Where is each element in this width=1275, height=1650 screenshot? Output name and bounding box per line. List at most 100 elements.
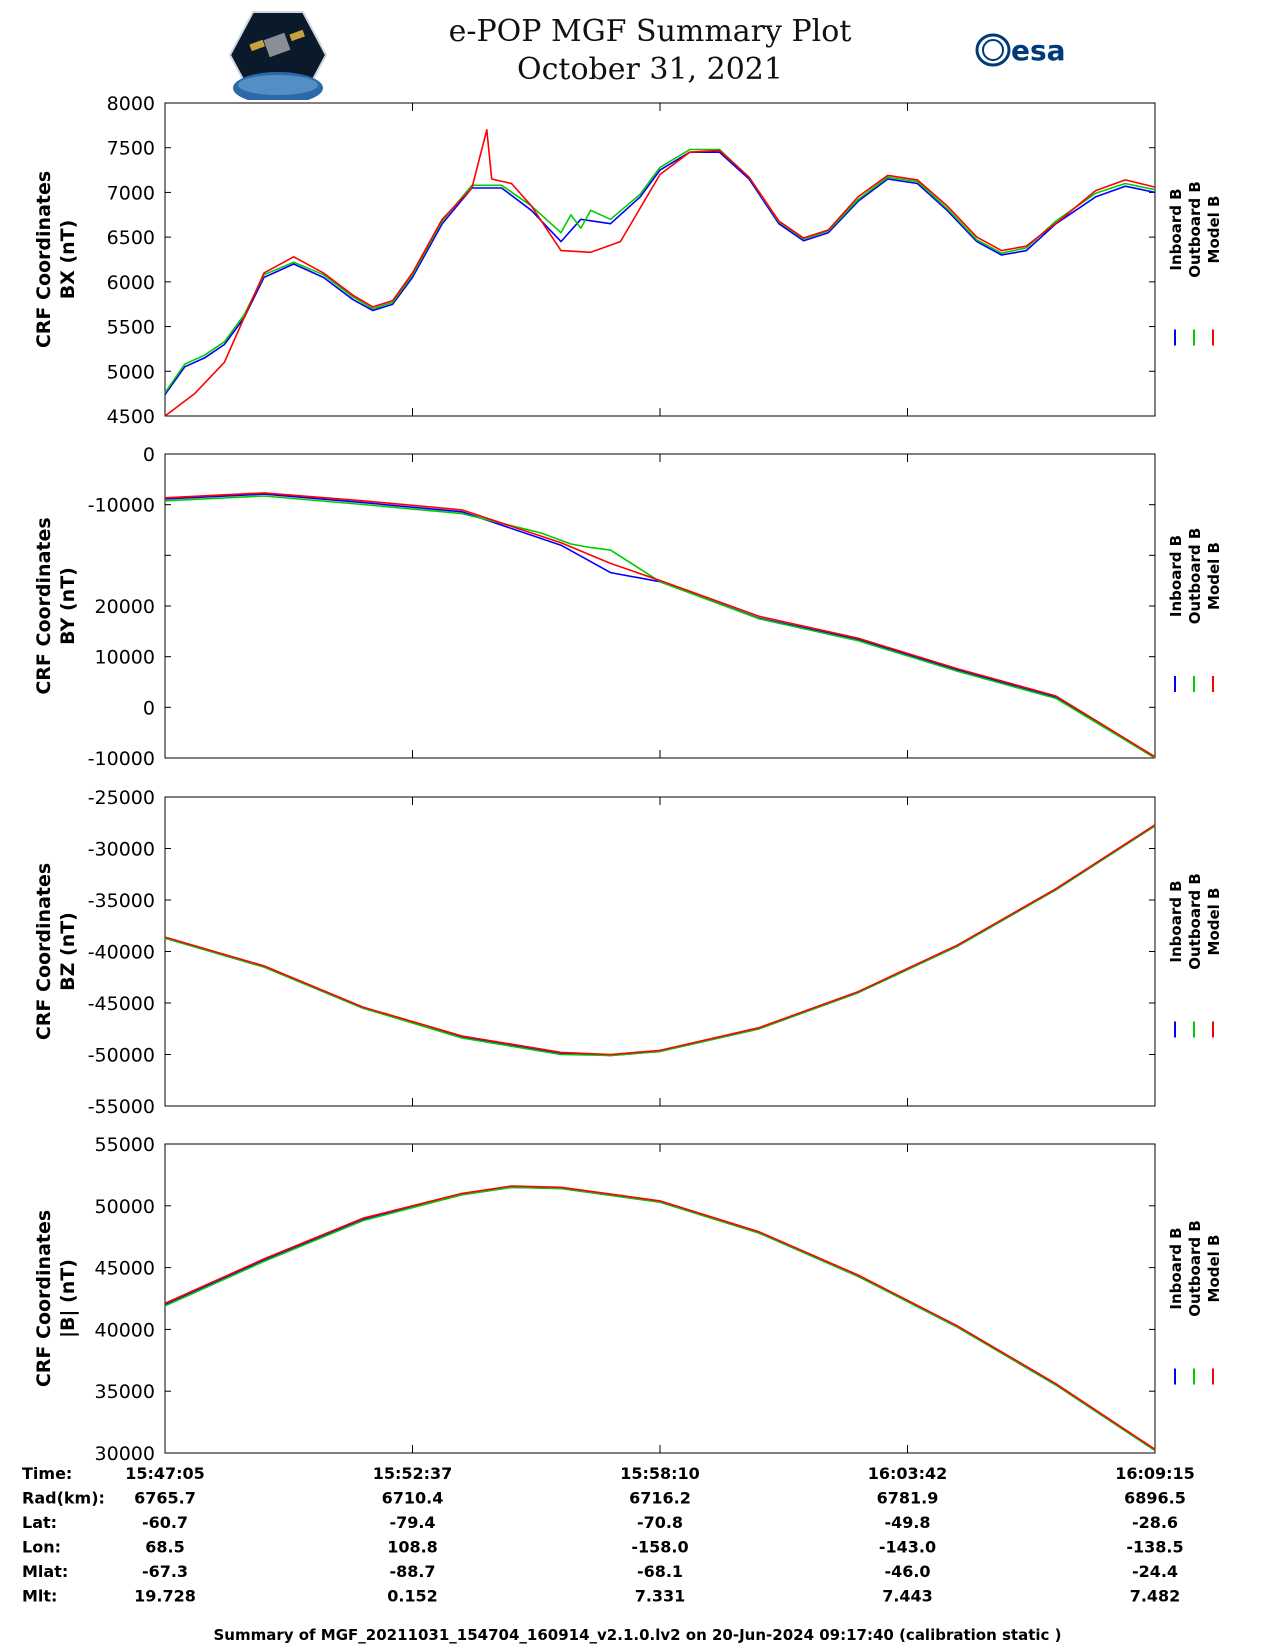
ephemeris-value: -60.7 xyxy=(142,1513,188,1532)
series-line-inboard-b xyxy=(164,151,1156,395)
legend: Inboard B Outboard B Model B xyxy=(1167,528,1223,692)
ephemeris-value: 6896.5 xyxy=(1124,1489,1186,1508)
ephemeris-value: 7.482 xyxy=(1130,1587,1181,1606)
legend-label: Outboard B xyxy=(1186,181,1204,278)
ephemeris-value: -68.1 xyxy=(637,1562,683,1581)
series-line-outboard-b xyxy=(164,148,1156,394)
series-line-outboard-b xyxy=(164,825,1156,1057)
legend-label: Model B xyxy=(1205,196,1223,264)
y-tick-label: 35000 xyxy=(95,1381,155,1403)
plot-frame xyxy=(164,796,1156,1107)
y-tick-label: -40000 xyxy=(88,942,155,964)
y-axis-unit-label: BX (nT) xyxy=(57,220,79,300)
y-tick-label: -25000 xyxy=(88,787,155,809)
ephemeris-value: 6765.7 xyxy=(134,1489,196,1508)
y-axis-unit-label: BY (nT) xyxy=(57,567,79,645)
ephemeris-value: 15:58:10 xyxy=(620,1464,700,1483)
series-line-inboard-b xyxy=(164,493,1156,759)
ephemeris-row-label: Rad(km): xyxy=(22,1489,105,1508)
ephemeris-value: -158.0 xyxy=(631,1538,688,1557)
ephemeris-value: 16:03:42 xyxy=(868,1464,948,1483)
y-tick-label: 0 xyxy=(143,697,155,719)
ephemeris-value: -138.5 xyxy=(1126,1538,1183,1557)
y-tick-label: -50000 xyxy=(88,1045,155,1067)
y-tick-label: 4500 xyxy=(107,406,155,428)
panel-2: 0 -10000 20000 10000 0 -10000 CRF Coordinates B… xyxy=(33,444,1223,770)
ephemeris-value: 108.8 xyxy=(387,1538,438,1557)
legend-label: Outboard B xyxy=(1186,528,1204,625)
y-axis-label: CRF Coordinates xyxy=(33,1210,55,1387)
legend-label: Outboard B xyxy=(1186,873,1204,970)
ephemeris-value: -49.8 xyxy=(884,1513,930,1532)
ephemeris-value: -24.4 xyxy=(1132,1562,1178,1581)
series-line-model-b xyxy=(164,1185,1156,1450)
ephemeris-value: -79.4 xyxy=(389,1513,435,1532)
y-axis-unit-label: BZ (nT) xyxy=(57,912,79,991)
y-axis-label: CRF Coordinates xyxy=(33,171,55,348)
y-tick-label: 5500 xyxy=(107,317,155,339)
ephemeris-value: 7.331 xyxy=(635,1587,686,1606)
plot-date: October 31, 2021 xyxy=(517,52,783,87)
legend-label: Inboard B xyxy=(1167,188,1185,270)
ephemeris-value: 16:09:15 xyxy=(1115,1464,1195,1483)
y-tick-label: -55000 xyxy=(88,1096,155,1118)
y-axis-unit-label: |B| (nT) xyxy=(57,1259,79,1338)
ephemeris-value: 0.152 xyxy=(387,1587,438,1606)
y-tick-label: -45000 xyxy=(88,993,155,1015)
ephemeris-value: -46.0 xyxy=(884,1562,930,1581)
series-line-outboard-b xyxy=(164,1186,1156,1452)
cassiope-logo xyxy=(228,11,328,100)
plot-title: e-POP MGF Summary Plot xyxy=(448,14,852,49)
legend: Inboard B Outboard B Model B xyxy=(1167,1220,1223,1385)
legend: Inboard B Outboard B Model B xyxy=(1167,181,1223,346)
ephemeris-row-label: Mlt: xyxy=(22,1587,57,1606)
legend-label: Inboard B xyxy=(1167,535,1185,617)
y-tick-label: -10000 xyxy=(88,748,155,770)
y-tick-label: -10000 xyxy=(88,495,155,517)
ephemeris-value: -28.6 xyxy=(1132,1513,1178,1532)
y-tick-label: -30000 xyxy=(88,839,155,861)
series-line-inboard-b xyxy=(164,1186,1156,1452)
ephemeris-value: -88.7 xyxy=(389,1562,435,1581)
esa-logo: esa xyxy=(975,33,1066,67)
series-line-inboard-b xyxy=(164,825,1156,1057)
esa-logo-text: esa xyxy=(1011,34,1066,67)
y-tick-label: 6000 xyxy=(107,272,155,294)
ephemeris-value: -143.0 xyxy=(879,1538,936,1557)
panel-3: -25000 -30000 -35000 -40000 -45000 -50000 -550… xyxy=(33,787,1223,1118)
y-tick-label: 6500 xyxy=(107,227,155,249)
ephemeris-value: 15:52:37 xyxy=(373,1464,453,1483)
y-tick-label: 40000 xyxy=(95,1319,155,1341)
y-tick-label: 0 xyxy=(143,444,155,466)
legend-label: Model B xyxy=(1205,888,1223,956)
series-line-model-b xyxy=(164,129,1156,417)
panel-4: 55000 50000 45000 40000 35000 30000 CRF Coordi… xyxy=(33,1134,1223,1465)
ephemeris-row-label: Time: xyxy=(22,1464,72,1483)
panel-1: 8000 7500 7000 6500 6000 5500 5000 4500 CRF Coor… xyxy=(33,93,1223,428)
ephemeris-table: Time: Rad(km): Lat: Lon: Mlat: Mlt: 15:47:05 67… xyxy=(22,1464,1195,1606)
ephemeris-value: 68.5 xyxy=(145,1538,184,1557)
ephemeris-row-label: Lat: xyxy=(22,1513,57,1532)
plot-frame xyxy=(164,1143,1156,1454)
ephemeris-value: 6710.4 xyxy=(382,1489,444,1508)
y-tick-label: 20000 xyxy=(95,596,155,618)
plot-frame xyxy=(164,102,1156,417)
ephemeris-value: 6781.9 xyxy=(877,1489,939,1508)
ephemeris-row-label: Lon: xyxy=(22,1538,61,1557)
y-tick-label: 55000 xyxy=(95,1134,155,1156)
ephemeris-value: 19.728 xyxy=(134,1587,196,1606)
y-tick-label: 45000 xyxy=(95,1258,155,1280)
y-axis-label: CRF Coordinates xyxy=(33,517,55,694)
y-tick-label: 30000 xyxy=(95,1443,155,1465)
ephemeris-value: -67.3 xyxy=(142,1562,188,1581)
legend: Inboard B Outboard B Model B xyxy=(1167,873,1223,1038)
y-tick-label: 10000 xyxy=(95,647,155,669)
ephemeris-value: 6716.2 xyxy=(629,1489,691,1508)
series-line-model-b xyxy=(164,824,1156,1056)
series-line-model-b xyxy=(164,492,1156,758)
y-tick-label: 8000 xyxy=(107,93,155,115)
legend-label: Inboard B xyxy=(1167,880,1185,962)
ephemeris-value: 15:47:05 xyxy=(125,1464,205,1483)
